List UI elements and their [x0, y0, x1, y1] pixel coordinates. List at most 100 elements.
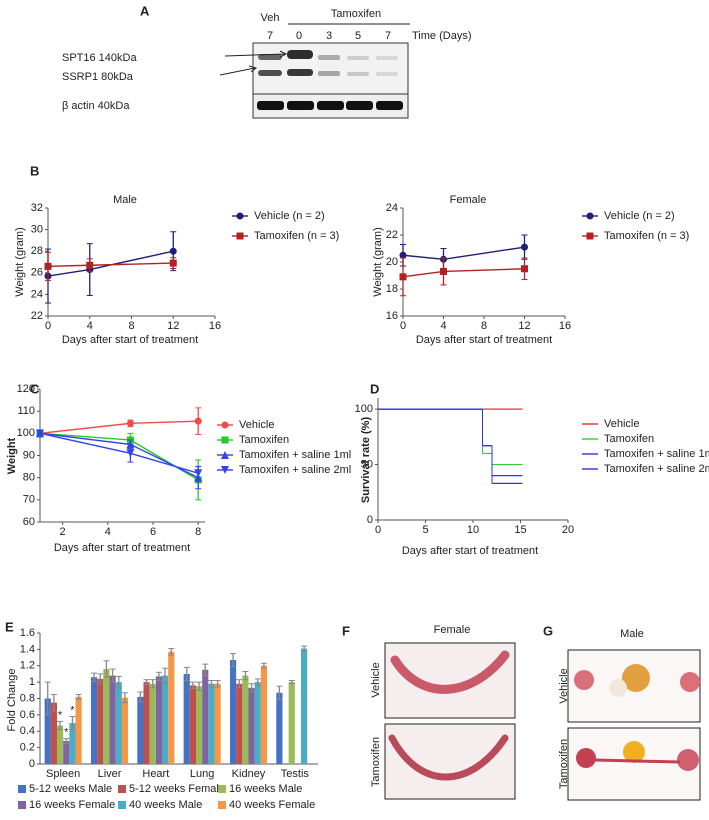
bar — [143, 682, 150, 764]
photo-row-label: Vehicle — [558, 668, 570, 703]
x-axis-label: Days after start of treatment — [54, 542, 190, 554]
marker — [221, 436, 229, 444]
x-tick-label: 0 — [375, 524, 381, 536]
bar — [115, 682, 122, 764]
y-axis-label: Fold Change — [6, 669, 18, 732]
y-tick-label: 24 — [31, 288, 43, 300]
marker — [399, 251, 407, 259]
legend-label: 16 weeks Female — [29, 799, 115, 811]
marker — [399, 273, 407, 281]
bar — [50, 702, 57, 764]
tissue — [574, 664, 700, 697]
x-tick-label: 0 — [45, 320, 51, 332]
x-tick-label: 2 — [60, 526, 66, 538]
y-tick-label: 1 — [29, 676, 35, 688]
significance-mark: * — [64, 727, 69, 739]
y-tick-label: 0.2 — [20, 742, 35, 754]
marker — [586, 232, 594, 240]
blot-bands — [258, 50, 398, 76]
x-tick-label: 6 — [150, 526, 156, 538]
series-line — [39, 432, 199, 479]
y-tick-label: 100 — [355, 403, 373, 415]
photo-row-label: Tamoxifen — [558, 739, 570, 789]
legend-label: 40 weeks Female — [229, 799, 315, 811]
photo-title: Male — [620, 628, 644, 640]
x-axis-label: Days after start of treatment — [62, 334, 198, 346]
x-tick-label: 4 — [87, 320, 93, 332]
bar — [75, 696, 82, 764]
legend-label: Vehicle (n = 2) — [254, 210, 325, 222]
series-line — [39, 420, 199, 435]
x-tick-label: 8 — [195, 526, 201, 538]
blot-vehicle-label: Veh — [261, 12, 280, 24]
y-tick-label: 20 — [386, 256, 398, 268]
photo-title: Female — [434, 624, 471, 636]
y-tick-label: 0.8 — [20, 692, 35, 704]
bar — [242, 675, 249, 764]
arrow — [224, 50, 288, 58]
panel-label: D — [370, 381, 379, 396]
photo-row-label: Vehicle — [370, 662, 382, 697]
y-tick-label: 80 — [23, 472, 35, 484]
panel-label: C — [30, 381, 40, 396]
x-tick-label: 15 — [514, 524, 526, 536]
bar — [44, 698, 51, 764]
x-tick-label: 4 — [105, 526, 111, 538]
bar — [155, 676, 163, 764]
legend-swatch — [118, 801, 126, 809]
y-tick-label: 22 — [386, 229, 398, 241]
arrow — [219, 65, 258, 76]
tissue — [576, 741, 699, 771]
bar — [103, 669, 110, 764]
series-line — [402, 268, 525, 278]
bar — [276, 692, 283, 764]
panel-label: B — [30, 163, 39, 178]
x-tick-label: Heart — [142, 768, 169, 780]
marker — [236, 232, 244, 240]
legend-label: Vehicle — [239, 419, 274, 431]
y-tick-label: 30 — [31, 224, 43, 236]
loading-bands — [257, 101, 403, 110]
x-tick-label: Testis — [281, 768, 310, 780]
legend-swatch — [18, 801, 26, 809]
photo-row-label: Tamoxifen — [370, 737, 382, 787]
x-tick-label: Spleen — [46, 768, 80, 780]
marker — [221, 466, 229, 474]
x-axis-label: Days after start of treatment — [402, 545, 538, 557]
y-tick-label: 16 — [386, 310, 398, 322]
x-tick-label: 16 — [559, 320, 571, 332]
bar — [195, 686, 203, 764]
x-tick-label: 0 — [400, 320, 406, 332]
marker — [194, 417, 202, 425]
tissue — [390, 650, 510, 694]
marker — [221, 451, 229, 459]
bar — [137, 696, 144, 764]
legend-label: 40 weeks Male — [129, 799, 202, 811]
marker — [36, 429, 44, 438]
y-axis-label: Survival rate (%) — [360, 417, 372, 504]
y-tick-label: 100 — [17, 427, 35, 439]
bar — [254, 682, 261, 764]
legend-label: Tamoxifen (n = 3) — [254, 230, 339, 242]
y-tick-label: 110 — [17, 405, 35, 417]
legend-label: Tamoxifen + saline 1ml — [239, 449, 351, 461]
legend-label: 5-12 weeks Female — [129, 783, 225, 795]
y-tick-label: 1.4 — [20, 643, 35, 655]
marker — [236, 212, 244, 220]
x-tick-label: 10 — [467, 524, 479, 536]
y-tick-label: 28 — [31, 245, 43, 257]
bar — [97, 678, 104, 764]
y-tick-label: 0 — [367, 514, 373, 526]
band-label: SSRP1 80kDa — [62, 71, 134, 83]
legend-label: Vehicle (n = 2) — [604, 210, 675, 222]
legend-label: Vehicle — [604, 418, 639, 430]
x-tick-label: Lung — [190, 768, 214, 780]
y-tick-label: 0.4 — [20, 725, 35, 737]
bar — [229, 660, 237, 764]
bar — [214, 683, 221, 764]
marker — [521, 265, 528, 273]
legend-label: Tamoxifen — [239, 434, 289, 446]
bar — [121, 697, 129, 764]
y-axis-label: Weight — [6, 437, 18, 474]
y-tick-label: 26 — [31, 267, 43, 279]
